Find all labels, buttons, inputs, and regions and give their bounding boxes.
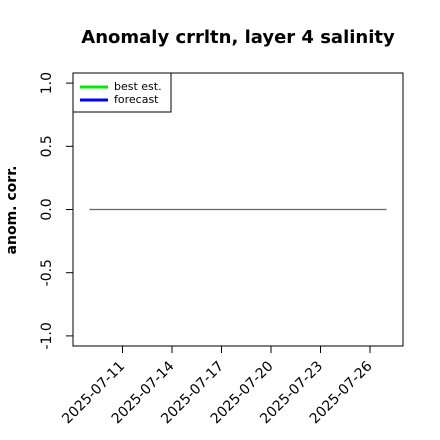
- y-tick-label: -0.5: [39, 259, 55, 286]
- y-tick-label: 0.0: [39, 198, 55, 220]
- y-tick-label: 0.5: [39, 135, 55, 157]
- y-tick-label: -1.0: [39, 322, 55, 349]
- y-axis-label: anom. corr.: [4, 166, 20, 255]
- legend-box: [72, 72, 172, 113]
- chart-title: Anomaly crrltn, layer 4 salinity: [81, 27, 395, 48]
- y-tick-label: 1.0: [39, 72, 55, 94]
- legend-label: forecast: [114, 93, 159, 106]
- legend-label: best est.: [114, 80, 162, 93]
